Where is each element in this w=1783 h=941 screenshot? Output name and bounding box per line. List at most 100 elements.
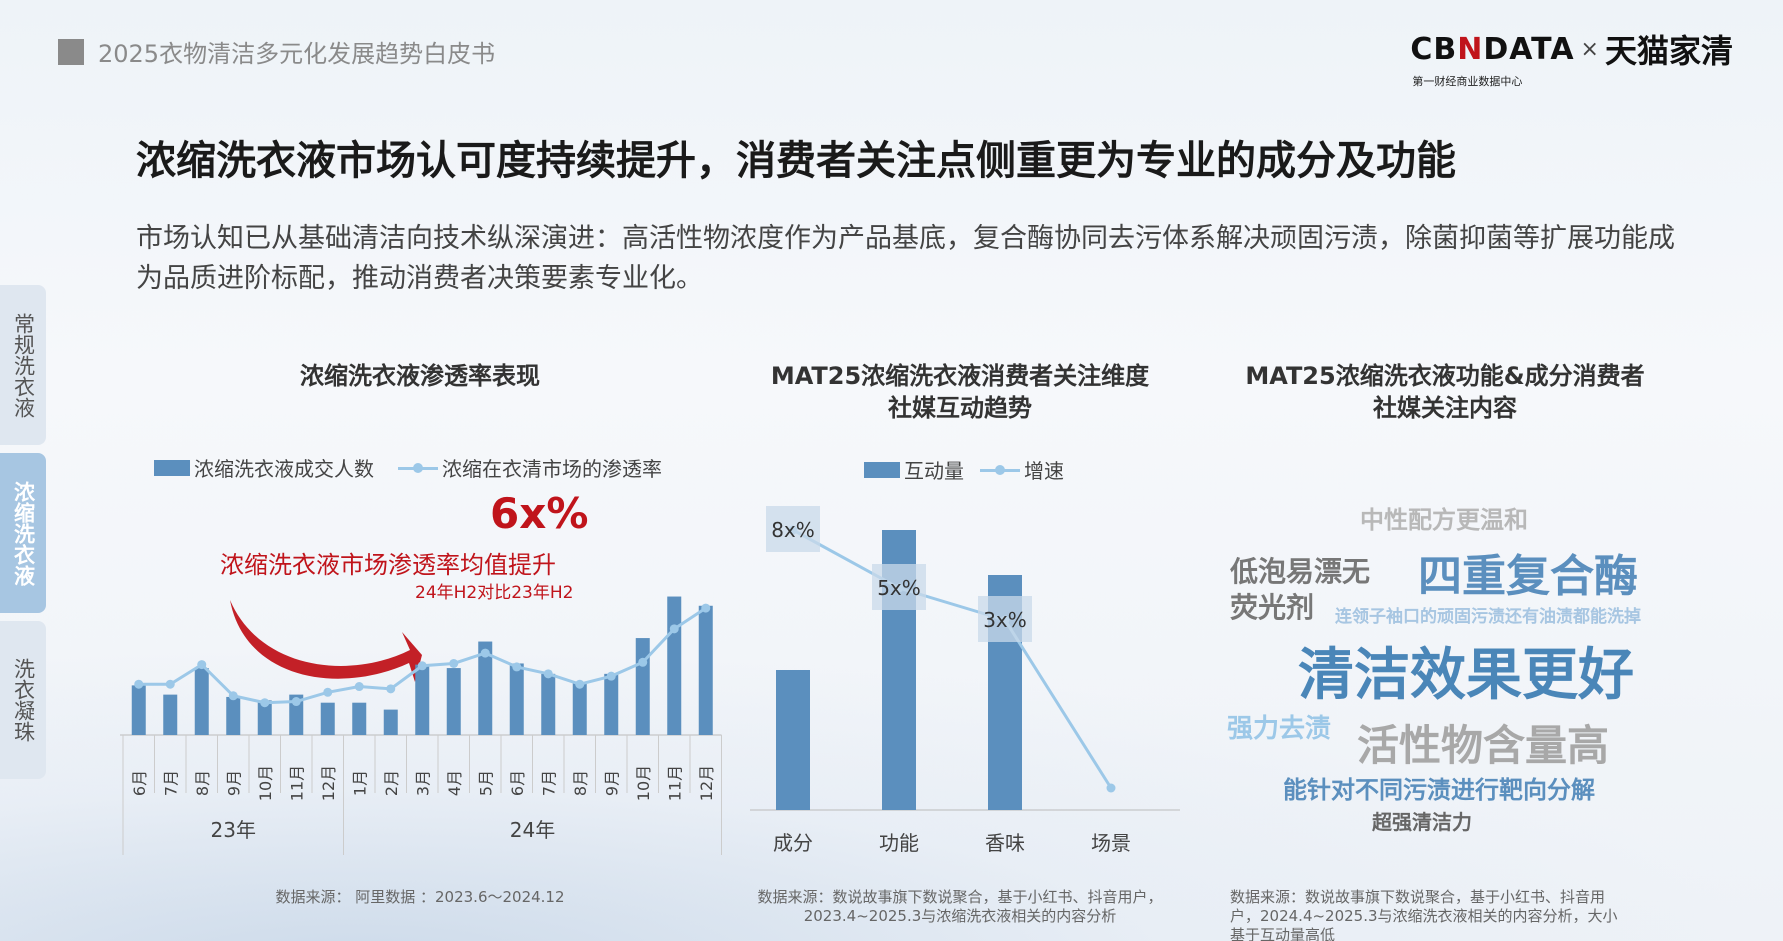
word-cloud-term: 活性物含量高 (1357, 721, 1610, 770)
bar-mark (415, 664, 430, 735)
legend-bar-swatch (864, 461, 900, 478)
x-tick-label: 7月 (539, 770, 558, 796)
line-point (543, 669, 553, 679)
bar-mark (289, 694, 304, 735)
bar-mark (604, 673, 619, 735)
x-tick-label: 9月 (602, 770, 621, 796)
word-cloud-term: 四重复合酶 (1418, 551, 1638, 602)
line-point (606, 671, 616, 681)
word-cloud-term: 中性配方更温和 (1360, 506, 1528, 534)
panel2-title: MAT25浓缩洗衣液消费者关注维度 社媒互动趋势 (770, 362, 1150, 422)
data-label: 3x% (983, 608, 1027, 632)
x-tick-label: 8月 (571, 770, 590, 796)
bar-mark (635, 638, 650, 735)
side-tabs: 常规洗衣液 浓缩洗衣液 洗衣凝珠 (0, 285, 46, 787)
line-point (228, 691, 238, 701)
data-label: 5x% (877, 576, 921, 600)
line-point (197, 660, 207, 670)
bar-mark (667, 596, 682, 735)
line-point (291, 697, 301, 707)
legend-line-swatch (980, 462, 1020, 478)
cbndata-subtitle: 第一财经商业数据中心 (1412, 75, 1523, 88)
line-point (669, 624, 679, 634)
bar-mark (257, 700, 272, 735)
line-point (260, 698, 270, 708)
panel3-title: MAT25浓缩洗衣液功能&成分消费者 社媒关注内容 (1245, 362, 1645, 422)
x-tick-label: 1月 (350, 770, 369, 796)
x-tick-label: 11月 (287, 765, 306, 801)
x-tick-label: 6月 (130, 770, 149, 796)
side-tab-concentrated[interactable]: 浓缩洗衣液 (0, 453, 46, 613)
x-tick-label: 场景 (1091, 831, 1131, 855)
x-tick-label: 4月 (445, 770, 464, 796)
side-tab-pods[interactable]: 洗衣凝珠 (0, 621, 46, 779)
x-tick-label: 2月 (382, 770, 401, 796)
line-point (165, 679, 175, 689)
report-header: 2025衣物清洁多元化发展趋势白皮书 (58, 34, 495, 69)
line-point (575, 679, 585, 689)
bar-mark (446, 668, 461, 735)
penetration-chart: 6月 7月 8月 9月 10月 11月 12月 1月 2月 3月 4月 5月 6月 7月 8月 9月 10月 11… (120, 596, 722, 855)
panel2-source: 数据来源：数说故事旗下数说聚合，基于小红书、抖音用户， 2023.4~2025.3… (757, 888, 1163, 925)
x-tick-label: 12月 (697, 765, 716, 801)
legend-bar-label: 互动量 (904, 459, 964, 483)
panel1-legend: 浓缩洗衣液成交人数 浓缩在衣清市场的渗透率 (154, 453, 662, 482)
header-square-icon (58, 38, 84, 65)
x-tick-label: 成分 (773, 831, 813, 855)
data-label: 8x% (771, 518, 815, 542)
line-point (1106, 783, 1116, 793)
word-cloud-term: 清洁效果更好 (1298, 643, 1634, 708)
x-tick-label: 功能 (879, 831, 919, 855)
legend-line-label: 浓缩在衣清市场的渗透率 (442, 457, 662, 481)
word-cloud-term: 强力去渍 (1227, 714, 1332, 744)
bar-mark (776, 670, 810, 810)
x-tick-label: 10月 (634, 765, 653, 801)
x-tick-label: 10月 (256, 765, 275, 801)
x-tick-label: 11月 (665, 765, 684, 801)
x-tick-label: 3月 (413, 770, 432, 796)
word-cloud-term: 低泡易漂无 (1230, 555, 1371, 588)
page-title: 浓缩洗衣液市场认可度持续提升，消费者关注点侧重更为专业的成分及功能 (136, 138, 1456, 184)
line-point (323, 687, 333, 697)
data-label-bg (766, 506, 820, 552)
data-label-bg (872, 564, 926, 610)
word-cloud-term: 能针对不同污渍进行靶向分解 (1283, 776, 1595, 804)
callout-subtext: 24年H2对比23年H2 (415, 583, 574, 603)
line-point (512, 662, 522, 672)
group-label: 24年 (510, 818, 555, 842)
x-tick-label: 5月 (476, 770, 495, 796)
line-point (701, 603, 711, 613)
callout-arrow-icon (230, 600, 422, 682)
panel1-source: 数据来源： 阿里数据 ：2023.6～2024.12 (275, 888, 565, 906)
line-point (354, 682, 364, 692)
panel2-legend: 互动量 增速 (864, 455, 1064, 484)
logo-separator: × (1580, 36, 1599, 62)
cbndata-logo: CBNDATA (1410, 31, 1575, 67)
page-description: 市场认知已从基础清洁向技术纵深演进：高活性物浓度作为产品基底，复合酶协同去污体系… (136, 223, 1675, 294)
bar-mark (352, 702, 367, 735)
bar-mark (383, 709, 398, 735)
callout-text: 浓缩洗衣液市场渗透率均值提升 (220, 551, 556, 579)
x-tick-label: 香味 (985, 831, 1025, 855)
legend-line-label: 增速 (1024, 459, 1064, 483)
bar-mark (509, 663, 524, 735)
line-point (386, 684, 396, 694)
x-tick-label: 12月 (319, 765, 338, 801)
group-label: 23年 (211, 818, 256, 842)
legend-line-swatch (398, 460, 438, 476)
line-point (417, 661, 427, 671)
line-point (480, 648, 490, 658)
legend-bar-swatch (154, 459, 190, 476)
x-tick-label: 7月 (161, 770, 180, 796)
bar-mark (698, 605, 713, 735)
bar-mark (131, 685, 146, 735)
side-tab-regular[interactable]: 常规洗衣液 (0, 285, 46, 445)
bar-mark (478, 641, 493, 735)
bar-mark (226, 696, 241, 735)
line-point (449, 658, 459, 668)
interaction-chart: 成分 功能 香味 场景 8x% 5x% 3x% (750, 506, 1180, 855)
bar-mark (163, 694, 178, 735)
line-point (638, 657, 648, 667)
series-line (792, 528, 1113, 789)
x-tick-label: 8月 (193, 770, 212, 796)
